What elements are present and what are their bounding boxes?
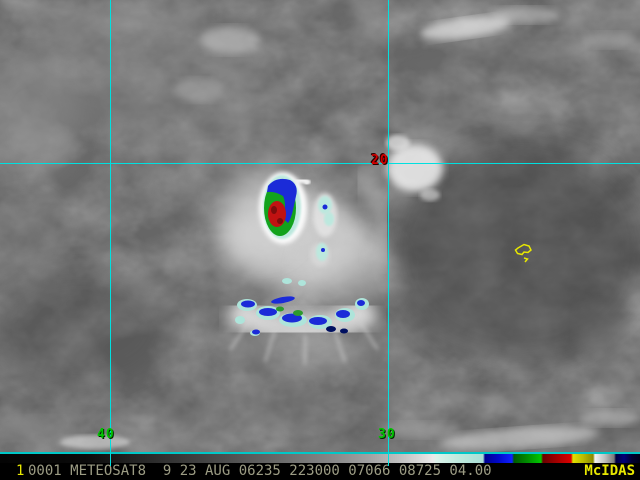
frame-separator-line — [0, 452, 640, 454]
longitude-label-40: 40 — [97, 427, 115, 442]
convective-band — [220, 278, 380, 370]
longitude-label-30: 30 — [378, 427, 396, 442]
grid-line-longitude-left — [110, 0, 111, 466]
enhancement-colorbar — [0, 454, 640, 463]
satellite-image[interactable] — [0, 0, 640, 452]
frame-number-label: 1 — [16, 463, 25, 479]
storm-core — [259, 172, 312, 244]
status-info-text: 0001 METEOSAT8 9 23 AUG 06235 223000 070… — [28, 463, 492, 479]
mcidas-brand-label: McIDAS — [584, 463, 635, 479]
status-bar: 1 0001 METEOSAT8 9 23 AUG 06235 223000 0… — [0, 463, 640, 480]
island-outline — [514, 243, 532, 263]
satellite-image-svg — [0, 0, 640, 452]
grid-line-longitude-right — [388, 0, 389, 466]
grid-line-latitude — [0, 163, 640, 164]
spiral-band-patches — [310, 193, 337, 267]
latitude-label-20: 20 — [371, 153, 389, 168]
